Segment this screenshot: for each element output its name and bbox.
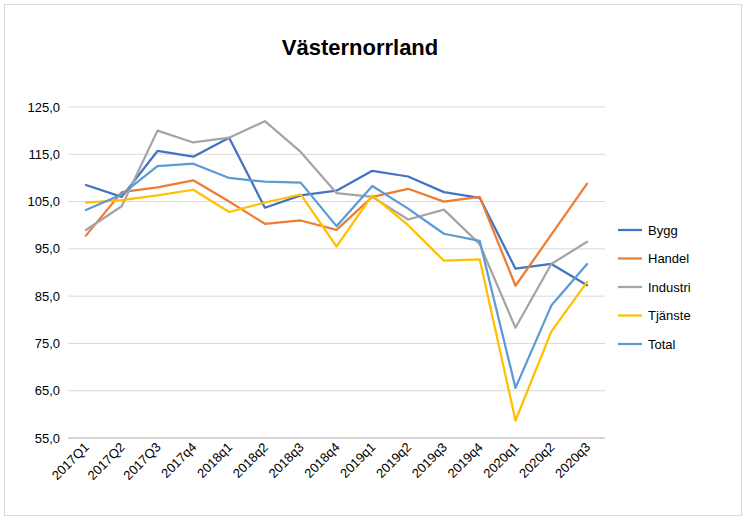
y-tick-label: 105,0 bbox=[27, 194, 60, 209]
y-tick-label: 95,0 bbox=[35, 241, 60, 256]
x-tick-label: 2017Q3 bbox=[120, 440, 163, 483]
y-tick-label: 75,0 bbox=[35, 336, 60, 351]
x-tick-label: 2019q1 bbox=[337, 440, 378, 481]
legend-label: Bygg bbox=[648, 223, 678, 238]
series-line bbox=[86, 138, 587, 286]
legend-label: Tjänste bbox=[648, 308, 691, 323]
x-tick-label: 2017Q1 bbox=[49, 440, 92, 483]
chart-frame bbox=[5, 5, 742, 516]
legend-swatch bbox=[618, 229, 642, 231]
y-tick-label: 85,0 bbox=[35, 289, 60, 304]
y-tick-label: 125,0 bbox=[27, 100, 60, 115]
legend-swatch bbox=[618, 343, 642, 345]
series-line bbox=[86, 190, 587, 421]
grid-line bbox=[68, 107, 605, 108]
legend-swatch bbox=[618, 286, 642, 288]
x-tick-label: 2020q3 bbox=[552, 440, 593, 481]
x-tick-label: 2020q1 bbox=[480, 440, 521, 481]
x-tick-label: 2018q4 bbox=[301, 440, 342, 481]
x-tick-label: 2017q4 bbox=[158, 440, 199, 481]
title: Västernorrland bbox=[282, 35, 439, 60]
x-tick-label: 2018q3 bbox=[266, 440, 307, 481]
legend-label: Total bbox=[648, 337, 676, 352]
x-tick-label: 2018q2 bbox=[230, 440, 271, 481]
x-axis bbox=[68, 438, 605, 439]
y-tick-label: 115,0 bbox=[28, 147, 60, 162]
grid-line bbox=[68, 201, 605, 202]
plot-area bbox=[86, 121, 587, 420]
grid-line bbox=[68, 438, 605, 439]
series-line bbox=[86, 180, 587, 285]
series-line bbox=[86, 164, 587, 388]
x-tick-label: 2019q4 bbox=[445, 440, 486, 481]
x-tick-label: 2020q2 bbox=[516, 440, 557, 481]
legend-label: Industri bbox=[648, 280, 691, 295]
x-tick-label: 2019q2 bbox=[373, 440, 414, 481]
grid-line bbox=[68, 343, 605, 344]
x-tick-label: 2018q1 bbox=[194, 440, 235, 481]
chart: Västernorrland 55,0 65,0 75,0 85,0 95,0 105,0 1… bbox=[0, 0, 746, 520]
grid-line bbox=[68, 296, 605, 297]
grid-line bbox=[68, 248, 605, 249]
legend-swatch bbox=[618, 257, 642, 259]
legend-swatch bbox=[618, 314, 642, 316]
x-tick-label: 2017Q2 bbox=[84, 440, 127, 483]
x-tick-label: 2019q3 bbox=[409, 440, 450, 481]
grid-line bbox=[68, 390, 605, 391]
y-tick-label: 65,0 bbox=[35, 383, 60, 398]
legend-label: Handel bbox=[648, 251, 689, 266]
grid-line bbox=[68, 154, 605, 155]
y-tick-label: 55,0 bbox=[35, 431, 60, 446]
